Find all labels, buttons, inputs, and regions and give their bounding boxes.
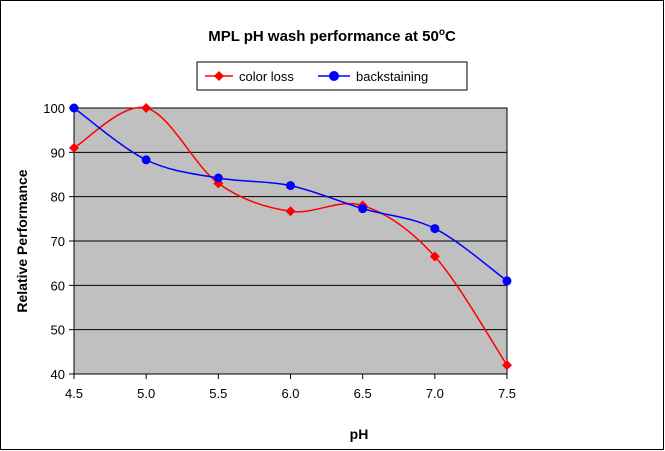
x-tick-label-2: 5.5 (209, 386, 227, 401)
y-axis-ticks: 40 50 60 70 80 90 100 (43, 101, 74, 382)
legend: color loss backstaining (196, 61, 468, 91)
x-tick-label-1: 5.0 (137, 386, 155, 401)
y-tick-label-80: 80 (51, 190, 65, 205)
legend-marker-color-loss (214, 71, 224, 81)
y-tick-label-70: 70 (51, 234, 65, 249)
x-tick-label-3: 6.0 (281, 386, 299, 401)
legend-marker-backstaining (329, 71, 339, 81)
point-backstaining-5 (430, 224, 440, 234)
title-superscript: o (439, 27, 445, 38)
y-tick-label-90: 90 (51, 145, 65, 160)
gridlines (74, 151, 507, 331)
series-layer (69, 103, 512, 371)
y-axis-title: Relative Performance (14, 169, 30, 312)
legend-label-backstaining: backstaining (356, 69, 428, 84)
point-backstaining-4 (358, 204, 368, 214)
legend-label-color-loss: color loss (239, 69, 294, 84)
point-backstaining-2 (213, 173, 223, 183)
point-color-loss-3 (285, 206, 296, 217)
point-backstaining-1 (141, 155, 151, 165)
point-color-loss-5 (429, 251, 440, 262)
x-axis-title: pH (350, 426, 369, 442)
x-tick-label-4: 6.5 (354, 386, 372, 401)
y-tick-label-100: 100 (43, 101, 65, 116)
point-color-loss-0 (69, 142, 79, 153)
x-tick-label-0: 4.5 (65, 386, 83, 401)
chart-title: MPL pH wash performance at 50oC (208, 27, 456, 45)
point-backstaining-6 (502, 276, 512, 286)
x-tick-label-6: 7.5 (498, 386, 516, 401)
point-backstaining-0 (69, 103, 79, 113)
point-color-loss-6 (502, 360, 512, 371)
point-backstaining-3 (286, 181, 295, 191)
y-tick-label-60: 60 (51, 278, 65, 293)
title-suffix: C (445, 28, 456, 45)
point-color-loss-1 (141, 103, 152, 113)
x-tick-label-5: 7.0 (426, 386, 444, 401)
x-axis-ticks: 4.5 5.0 5.5 6.0 6.5 7.0 7.5 (65, 374, 516, 401)
y-tick-label-50: 50 (51, 323, 65, 338)
y-tick-label-40: 40 (51, 367, 65, 382)
